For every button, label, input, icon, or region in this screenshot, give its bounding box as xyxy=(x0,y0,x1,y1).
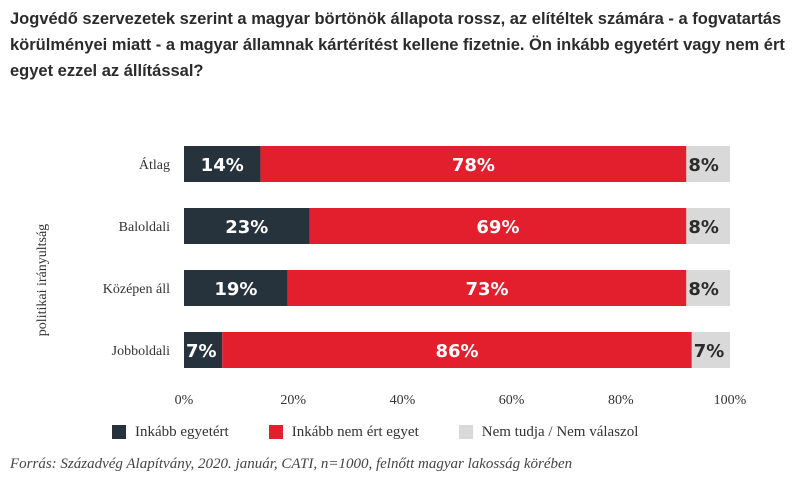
legend-swatch xyxy=(112,425,126,439)
legend-item: Inkább egyetért xyxy=(112,424,229,441)
data-label: 23% xyxy=(225,217,268,238)
x-tick-label: 0% xyxy=(175,393,194,408)
bar-segment xyxy=(691,332,730,368)
legend-label: Inkább egyetért xyxy=(135,423,229,440)
legend-swatch xyxy=(458,425,473,439)
category-label: Középen áll xyxy=(103,282,170,297)
category-label: Átlag xyxy=(139,156,170,173)
source-note: Forrás: Századvég Alapítvány, 2020. janu… xyxy=(10,456,573,472)
bar-segment xyxy=(287,270,687,306)
bar-segment xyxy=(184,208,310,244)
stacked-bar-chart: Átlag 14% 78% 8% Baloldali 23% 69% 8% Középen ál… xyxy=(103,146,747,408)
bar-segment xyxy=(260,146,687,182)
x-tick-label: 80% xyxy=(608,393,634,408)
data-label: 78% xyxy=(452,155,495,176)
legend-item: Inkább nem ért egyet xyxy=(268,423,419,441)
category-label: Baloldali xyxy=(119,220,170,235)
data-label: 7% xyxy=(694,341,725,362)
data-label: 19% xyxy=(214,279,257,300)
x-tick-label: 60% xyxy=(499,393,525,408)
bar-segment xyxy=(184,332,223,368)
legend-label: Nem tudja / Nem válaszol xyxy=(481,423,639,440)
data-label: 14% xyxy=(201,155,244,176)
chart-title: Jogvédő szervezetek szerint a magyar bör… xyxy=(10,10,785,80)
bar-segment xyxy=(686,208,730,244)
x-tick-label: 100% xyxy=(714,393,747,408)
category-label: Jobboldali xyxy=(112,344,170,359)
x-tick-label: 40% xyxy=(390,393,416,408)
x-tick-label: 20% xyxy=(280,393,306,408)
data-label: 69% xyxy=(476,217,519,238)
bar-segment xyxy=(686,146,730,182)
data-label: 8% xyxy=(688,279,719,300)
bar-segment xyxy=(222,332,692,368)
legend-label: Inkább nem ért egyet xyxy=(291,423,419,440)
legend: Inkább egyetért Inkább nem ért egyet Nem t… xyxy=(112,419,678,445)
legend-item: Nem tudja / Nem válaszol xyxy=(458,423,639,441)
legend-swatch xyxy=(268,425,283,439)
data-label: 7% xyxy=(186,341,217,362)
data-label: 8% xyxy=(688,217,719,238)
data-label: 86% xyxy=(435,341,478,362)
data-label: 73% xyxy=(465,279,508,300)
bar-segment xyxy=(309,208,687,244)
data-label: 8% xyxy=(688,155,719,176)
bar-segment xyxy=(184,146,261,182)
bar-segment xyxy=(686,270,730,306)
bar-segment xyxy=(184,270,288,306)
